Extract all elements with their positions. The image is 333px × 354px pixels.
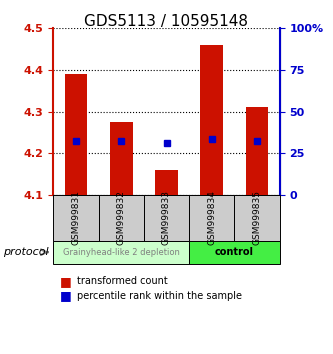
Text: percentile rank within the sample: percentile rank within the sample: [77, 291, 241, 301]
Text: GSM999833: GSM999833: [162, 190, 171, 245]
Text: GSM999832: GSM999832: [117, 190, 126, 245]
Bar: [246, 107, 268, 195]
Text: protocol: protocol: [3, 247, 49, 257]
Text: control: control: [215, 247, 254, 257]
Bar: [200, 45, 223, 195]
Text: GSM999835: GSM999835: [252, 190, 262, 245]
Text: GDS5113 / 10595148: GDS5113 / 10595148: [85, 14, 248, 29]
Bar: [110, 122, 133, 195]
Bar: [65, 74, 87, 195]
Text: GSM999834: GSM999834: [207, 190, 216, 245]
Text: ■: ■: [60, 275, 72, 288]
Text: Grainyhead-like 2 depletion: Grainyhead-like 2 depletion: [63, 248, 179, 257]
Bar: [155, 170, 178, 195]
Text: ■: ■: [60, 289, 72, 302]
Text: transformed count: transformed count: [77, 276, 167, 286]
Text: GSM999831: GSM999831: [71, 190, 81, 245]
